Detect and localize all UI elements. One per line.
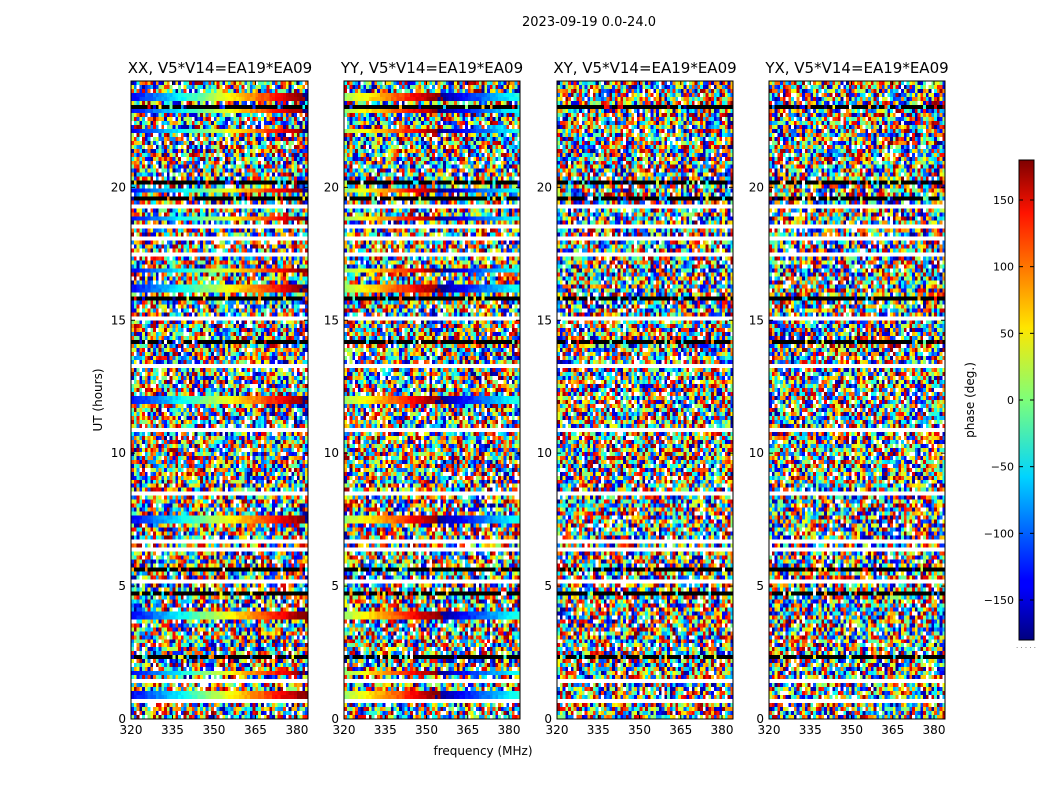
y-ticks: 0 5 10 15 20 <box>324 180 520 726</box>
x-tick-label: 380 <box>498 723 521 737</box>
x-tick-label: 335 <box>161 723 184 737</box>
y-tick-label: 10 <box>111 446 126 460</box>
y-tick-label: 15 <box>537 313 552 327</box>
y-tick-label: 0 <box>331 712 339 726</box>
y-tick-label: 15 <box>111 313 126 327</box>
y-tick-label: 10 <box>749 446 764 460</box>
colorbar-tick-label: 50 <box>1000 327 1014 340</box>
y-tick-label: 5 <box>118 579 126 593</box>
y-tick-label: 5 <box>544 579 552 593</box>
colorbar-tick-label: −150 <box>984 594 1014 607</box>
y-tick-label: 10 <box>537 446 552 460</box>
colorbar-tick-label: −50 <box>991 461 1014 474</box>
y-ticks: 0 5 10 15 20 <box>749 180 945 726</box>
axes-frame <box>556 80 734 720</box>
colorbar-offset-marker: . . . . . <box>1016 642 1036 650</box>
y-tick-label: 5 <box>756 579 764 593</box>
x-tick-label: 320 <box>120 723 143 737</box>
y-tick-label: 20 <box>749 180 764 194</box>
x-tick-label: 350 <box>415 723 438 737</box>
y-tick-label: 20 <box>111 180 126 194</box>
colorbar-tick-label: 0 <box>1007 394 1014 407</box>
phase-heatmap <box>769 81 945 719</box>
y-tick-label: 0 <box>118 712 126 726</box>
colorbar-tick-label: 150 <box>993 194 1014 207</box>
x-ticks: 320 335 350 365 380 <box>758 81 946 737</box>
x-ticks: 320 335 350 365 380 <box>333 81 521 737</box>
x-tick-label: 350 <box>203 723 226 737</box>
axes-frame <box>343 80 521 720</box>
phase-heatmap <box>557 81 733 719</box>
panel-title: YY, V5*V14=EA19*EA09 <box>340 59 523 77</box>
x-tick-label: 320 <box>333 723 356 737</box>
phase-heatmap <box>344 81 520 719</box>
colorbar-label: phase (deg.) <box>963 362 977 438</box>
y-tick-label: 15 <box>749 313 764 327</box>
x-tick-label: 365 <box>669 723 692 737</box>
y-tick-label: 0 <box>544 712 552 726</box>
panel-yx: YX, V5*V14=EA19*EA09 320 335 350 365 380 0 5 1… <box>749 59 949 737</box>
x-tick-label: 380 <box>711 723 734 737</box>
y-tick-label: 10 <box>324 446 339 460</box>
phase-heatmap <box>131 81 308 719</box>
y-tick-label: 15 <box>324 313 339 327</box>
x-tick-label: 365 <box>881 723 904 737</box>
y-tick-label: 5 <box>331 579 339 593</box>
colorbar-ticks: 150 100 50 0 −50 −100 −150 <box>984 194 1034 607</box>
y-axis-label: UT (hours) <box>91 368 105 431</box>
y-tick-label: 20 <box>537 180 552 194</box>
x-tick-label: 335 <box>374 723 397 737</box>
x-tick-label: 365 <box>244 723 267 737</box>
y-tick-label: 20 <box>324 180 339 194</box>
panel-title: XX, V5*V14=EA19*EA09 <box>128 59 312 77</box>
x-tick-label: 320 <box>758 723 781 737</box>
x-tick-label: 380 <box>923 723 946 737</box>
x-tick-label: 380 <box>285 723 308 737</box>
x-tick-label: 335 <box>799 723 822 737</box>
panel-yy: YY, V5*V14=EA19*EA09 320 335 350 365 380 0 5 1… <box>324 59 523 737</box>
colorbar: 150 100 50 0 −50 −100 −150 phase (deg.) . . . … <box>963 159 1036 650</box>
figure-suptitle: 2023-09-19 0.0-24.0 <box>522 15 656 30</box>
x-tick-label: 350 <box>628 723 651 737</box>
panel-xx: XX, V5*V14=EA19*EA09 320 335 350 365 380 0 5 1… <box>111 59 313 737</box>
x-tick-label: 335 <box>587 723 610 737</box>
y-tick-label: 0 <box>756 712 764 726</box>
x-ticks: 320 335 350 365 380 <box>120 81 308 737</box>
x-ticks: 320 335 350 365 380 <box>546 81 734 737</box>
y-ticks: 0 5 10 15 20 <box>537 180 733 726</box>
panel-xy: XY, V5*V14=EA19*EA09 320 335 350 365 380 0 5 1… <box>537 59 737 737</box>
panel-title: YX, V5*V14=EA19*EA09 <box>764 59 948 77</box>
axes-frame <box>768 80 946 720</box>
y-ticks: 0 5 10 15 20 <box>111 180 308 726</box>
x-tick-label: 350 <box>840 723 863 737</box>
panel-title: XY, V5*V14=EA19*EA09 <box>553 59 736 77</box>
colorbar-tick-label: −100 <box>984 527 1014 540</box>
x-axis-label: frequency (MHz) <box>433 744 532 758</box>
colorbar-tick-label: 100 <box>993 261 1014 274</box>
x-tick-label: 320 <box>546 723 569 737</box>
x-tick-label: 365 <box>456 723 479 737</box>
axes-frame <box>130 80 309 720</box>
